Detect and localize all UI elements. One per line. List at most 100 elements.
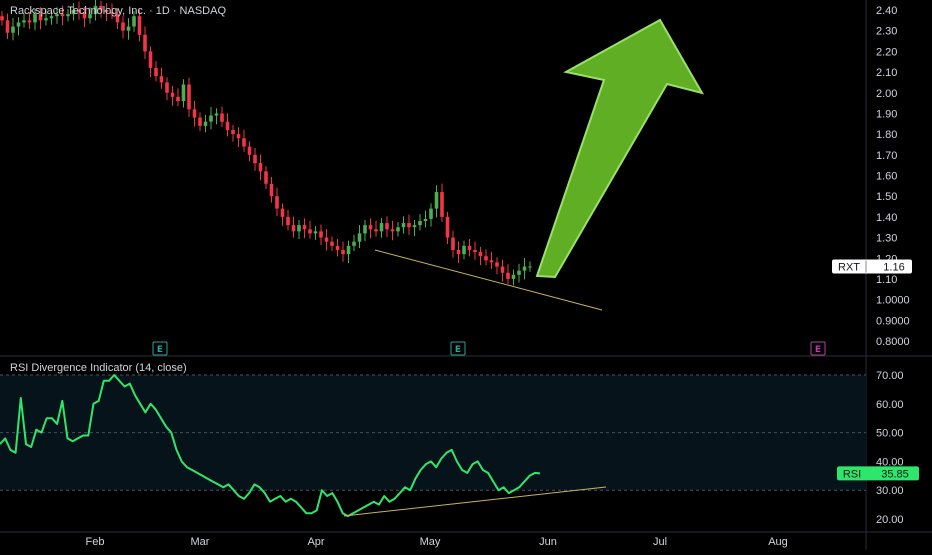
price-tick-label: 1.90	[876, 108, 897, 120]
candle	[242, 129, 246, 152]
candle	[462, 240, 466, 260]
candle	[473, 241, 477, 260]
candle-body	[451, 237, 455, 250]
time-axis-label: Feb	[86, 536, 105, 548]
candle	[16, 17, 21, 36]
candle	[214, 108, 219, 125]
candle	[220, 106, 224, 127]
candle	[22, 13, 26, 28]
candle	[511, 269, 516, 286]
candle	[137, 9, 142, 42]
candle-body	[291, 225, 296, 232]
candle-body	[396, 227, 400, 232]
time-axis-label: Apr	[307, 536, 324, 548]
candle-body	[0, 16, 4, 21]
price-tick-label: 1.30	[876, 233, 897, 245]
time-axis-label: Mar	[191, 536, 210, 548]
candle	[187, 77, 191, 117]
candle-body	[71, 10, 76, 15]
candle	[132, 11, 136, 32]
candle-body	[374, 229, 378, 232]
candle-body	[187, 84, 191, 110]
price-trendline	[374, 249, 603, 311]
candle-body	[159, 76, 164, 83]
candle	[500, 259, 505, 282]
candle-body	[357, 233, 362, 242]
candle-body	[77, 10, 81, 13]
candle	[5, 13, 10, 40]
candle	[143, 26, 147, 60]
candle	[478, 246, 483, 266]
candle-body	[445, 216, 450, 238]
rsi-trendline	[343, 486, 607, 517]
candle	[110, 3, 114, 20]
candle-body	[456, 249, 461, 255]
candle	[368, 218, 373, 239]
candle-body	[110, 12, 114, 15]
time-axis-label: Jun	[539, 536, 557, 548]
rsi-tick-label: 30.00	[876, 485, 904, 497]
candle-body	[352, 241, 356, 246]
candle-body	[484, 256, 488, 261]
candle-body	[478, 252, 483, 257]
candle-body	[49, 16, 54, 19]
candle	[33, 8, 37, 31]
candle-body	[341, 249, 345, 255]
candle	[159, 67, 164, 89]
candle	[99, 0, 103, 18]
candle	[302, 218, 307, 239]
candle	[379, 217, 384, 238]
rsi-tick-label: 70.00	[876, 370, 904, 382]
candle-body	[176, 96, 180, 102]
candle-body	[506, 272, 510, 279]
price-tick-label: 1.60	[876, 171, 897, 183]
rsi-tag-box	[837, 466, 919, 481]
candle	[308, 220, 312, 239]
candle	[418, 214, 422, 231]
candle-body	[264, 171, 268, 184]
candle	[324, 229, 329, 251]
candle	[176, 88, 180, 107]
candle	[522, 258, 527, 280]
candle	[49, 11, 54, 25]
candle-body	[236, 134, 241, 139]
price-tick-label: 2.10	[876, 67, 897, 79]
price-tick-label: 1.40	[876, 212, 897, 224]
price-tag-symbol: RXT	[838, 262, 860, 274]
candle	[203, 114, 208, 133]
candle	[280, 203, 285, 226]
candle-body	[115, 14, 120, 23]
candle	[258, 154, 263, 181]
candle	[456, 241, 461, 264]
earnings-event-marker: E	[450, 341, 466, 356]
candle-body	[335, 245, 340, 250]
candle-body	[198, 117, 202, 126]
candle	[363, 219, 367, 242]
candle-body	[132, 16, 136, 27]
candle	[495, 257, 499, 275]
candle	[412, 219, 417, 237]
candle-body	[214, 113, 219, 116]
candle	[82, 6, 87, 28]
candle	[165, 77, 169, 101]
candle	[264, 166, 268, 189]
candle-body	[5, 20, 10, 33]
candle-body	[407, 223, 411, 228]
candle	[319, 224, 323, 246]
candle	[170, 85, 175, 106]
candle-body	[330, 241, 334, 246]
candle-body	[170, 92, 175, 97]
candle	[407, 214, 411, 235]
event-marker-box	[152, 341, 168, 356]
price-tag: RXT 1.16	[832, 259, 912, 274]
candle	[71, 3, 76, 21]
candle-body	[385, 223, 389, 230]
candle-body	[286, 216, 290, 226]
candle-body	[269, 183, 274, 197]
price-tag-value: 1.16	[883, 262, 904, 274]
event-marker-box	[450, 341, 466, 356]
candle-body	[121, 22, 125, 31]
candle-body	[297, 225, 301, 232]
